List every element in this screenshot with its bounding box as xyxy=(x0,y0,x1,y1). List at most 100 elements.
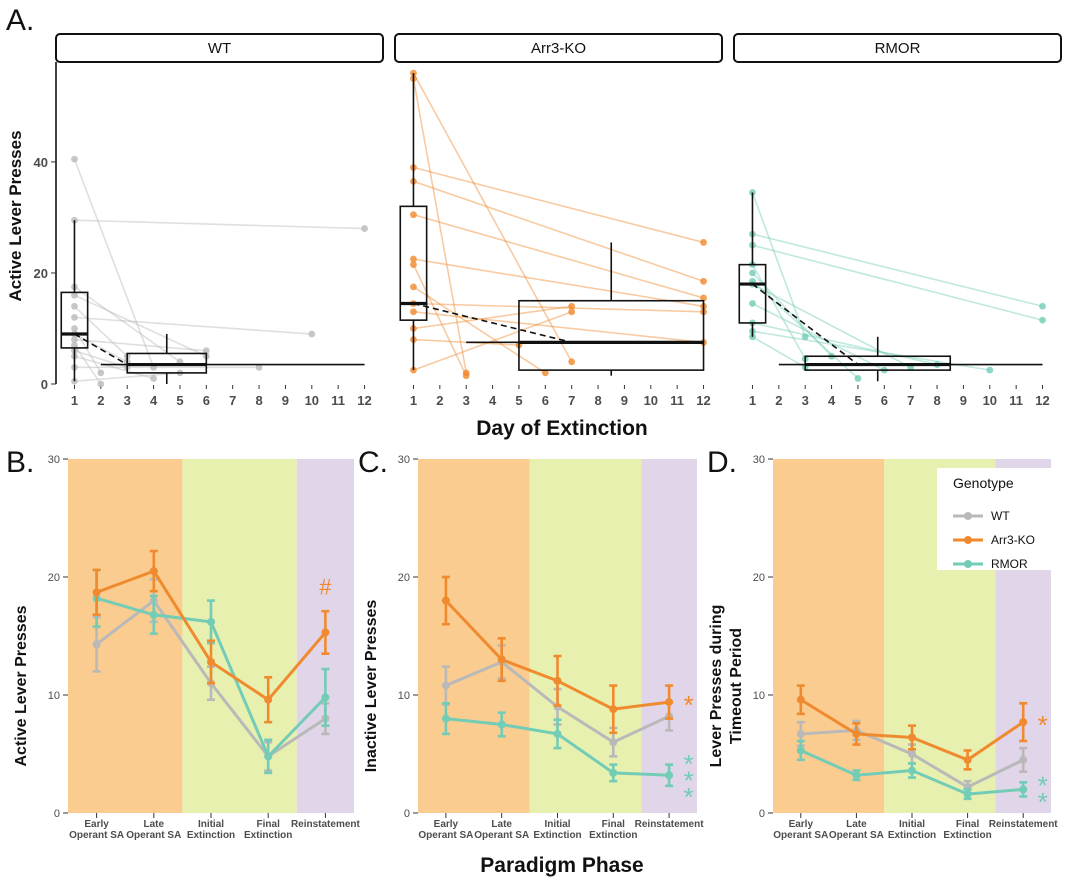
x-tick-label: 1 xyxy=(410,393,417,408)
box-rect xyxy=(60,291,89,349)
data-point xyxy=(264,752,273,761)
x-category-label: Operant SA xyxy=(418,830,473,841)
subject-point xyxy=(568,308,576,316)
y-tick-label: 10 xyxy=(48,690,60,702)
data-point xyxy=(908,733,916,742)
data-point xyxy=(796,746,805,755)
subject-line xyxy=(413,305,572,330)
x-tick-label: 6 xyxy=(203,393,210,408)
median-connector xyxy=(74,333,128,366)
x-tick-label: 11 xyxy=(331,393,345,408)
subject-point xyxy=(255,363,263,371)
subject-line xyxy=(413,213,704,299)
y-tick-label: 30 xyxy=(753,454,765,466)
subject-point xyxy=(854,375,862,382)
x-category-label: Late xyxy=(491,819,512,830)
data-point xyxy=(441,714,450,723)
x-tick-label: 8 xyxy=(594,393,601,408)
significance-marker: * xyxy=(1038,710,1048,740)
facet-strip xyxy=(394,33,723,63)
significance-marker: # xyxy=(319,575,332,600)
x-tick-label: 5 xyxy=(176,393,183,408)
x-tick-label: 3 xyxy=(463,393,470,408)
data-point xyxy=(1019,718,1028,727)
subject-line xyxy=(74,294,207,357)
subject-point xyxy=(71,291,78,299)
x-category-label: Extinction xyxy=(244,830,292,841)
y-tick-label: 40 xyxy=(34,155,48,170)
x-tick-label: 12 xyxy=(696,393,710,408)
panel-a-x-title: Day of Extinction xyxy=(476,417,648,440)
subject-point xyxy=(71,302,78,310)
subject-point xyxy=(568,302,576,310)
subject-point xyxy=(71,336,78,343)
subject-point xyxy=(541,369,549,377)
legend-box xyxy=(937,468,1055,570)
x-category-label: Early xyxy=(84,819,109,830)
median-connector xyxy=(751,283,859,366)
x-tick-label: 3 xyxy=(124,393,131,408)
x-category-label: Initial xyxy=(899,819,925,830)
x-tick-label: 9 xyxy=(282,393,289,408)
data-point xyxy=(908,750,916,758)
subject-point xyxy=(71,155,78,163)
subject-point xyxy=(71,325,78,332)
subject-point xyxy=(308,330,316,338)
data-point xyxy=(497,655,506,664)
data-point xyxy=(665,698,674,707)
significance-marker: * xyxy=(684,749,694,779)
y-tick-label: 30 xyxy=(48,454,60,466)
y-tick-label: 20 xyxy=(398,572,410,584)
x-category-label: Final xyxy=(602,819,626,830)
x-tick-label: 1 xyxy=(71,393,78,408)
y-axis-title: Timeout Period xyxy=(728,628,745,744)
facet-strip xyxy=(733,33,1062,63)
significance-marker: * xyxy=(1038,770,1048,800)
x-category-label: Reinstatement xyxy=(291,819,361,830)
data-point xyxy=(207,657,215,666)
x-category-label: Final xyxy=(956,819,980,830)
subject-line xyxy=(73,158,155,368)
legend-title: Genotype xyxy=(953,475,1014,491)
data-point xyxy=(264,695,273,704)
subject-line xyxy=(751,264,806,360)
x-tick-label: 3 xyxy=(802,393,809,408)
x-tick-label: 11 xyxy=(670,393,684,408)
x-category-label: Extinction xyxy=(533,830,581,841)
subject-line xyxy=(412,264,467,377)
subject-line xyxy=(74,338,207,352)
subject-point xyxy=(410,255,417,263)
data-point xyxy=(553,729,562,738)
legend-label: WT xyxy=(991,509,1010,523)
x-category-label: Early xyxy=(789,819,814,830)
x-category-label: Operant SA xyxy=(69,830,124,841)
data-point xyxy=(149,610,158,619)
phase-band xyxy=(529,459,642,813)
subject-point xyxy=(1039,302,1046,310)
median-connector xyxy=(413,302,572,344)
facet-strip-label: RMOR xyxy=(875,40,921,57)
subject-point xyxy=(410,308,417,316)
subject-line xyxy=(752,233,1043,308)
subject-point xyxy=(749,269,756,277)
x-category-label: Initial xyxy=(198,819,224,830)
x-tick-label: 4 xyxy=(828,393,836,408)
x-tick-label: 6 xyxy=(881,393,888,408)
data-point xyxy=(553,676,562,685)
phase-band xyxy=(418,459,530,813)
data-point xyxy=(852,729,861,738)
x-tick-label: 7 xyxy=(907,393,914,408)
x-category-label: Extinction xyxy=(589,830,637,841)
x-category-label: Reinstatement xyxy=(989,819,1059,830)
subject-point xyxy=(202,347,210,355)
data-point xyxy=(207,617,215,626)
subject-line xyxy=(752,302,885,371)
x-tick-label: 4 xyxy=(150,393,158,408)
panel-a-y-title: Active Lever Presses xyxy=(6,130,25,301)
significance-marker: * xyxy=(684,782,694,812)
subject-point xyxy=(801,333,809,341)
box-rect xyxy=(518,299,705,371)
